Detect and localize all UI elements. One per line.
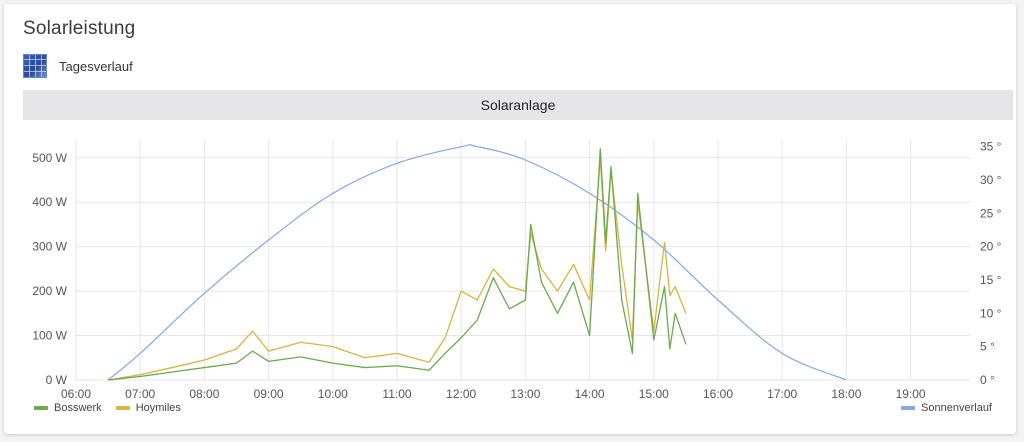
y-right-tick-label: 0 ° (980, 373, 995, 387)
legend-swatch (34, 406, 48, 410)
card-subtitle-row: Tagesverlauf (23, 52, 133, 80)
series-line-sonnenverlauf (107, 144, 847, 381)
y-left-tick-label: 500 W (32, 151, 67, 165)
x-tick-label: 08:00 (189, 387, 219, 401)
y-left-tick-label: 100 W (32, 329, 67, 343)
x-tick-label: 10:00 (318, 387, 348, 401)
legend-swatch (115, 406, 130, 410)
chart-series (107, 144, 847, 381)
y-left-tick-label: 300 W (32, 240, 67, 254)
legend-right: Sonnenverlauf (901, 402, 1006, 414)
legend-label: Hoymiles (135, 402, 181, 414)
solar-power-card: Solarleistung Tagesverlauf Solaranlage (4, 4, 1016, 434)
card-subtitle: Tagesverlauf (59, 58, 133, 74)
legend-swatch (901, 406, 916, 410)
legend-left: Bosswerk Hoymiles (34, 402, 195, 414)
chart-axes: 06:00 07:00 08:00 09:00 10:00 11:00 12:00 13:00… (32, 140, 1001, 401)
x-tick-label: 13:00 (510, 387, 540, 401)
x-tick-label: 17:00 (767, 387, 797, 401)
section-header: Solaranlage (23, 90, 1013, 120)
legend-item-sonnenverlauf[interactable]: Sonnenverlauf (901, 402, 992, 414)
y-right-tick-label: 30 ° (980, 173, 1002, 187)
y-right-tick-label: 20 ° (980, 240, 1002, 254)
y-right-tick-label: 10 ° (980, 306, 1002, 320)
y-right-tick-label: 15 ° (980, 273, 1002, 287)
legend-label: Sonnenverlauf (921, 402, 992, 414)
x-tick-label: 16:00 (703, 387, 733, 401)
y-left-tick-label: 200 W (32, 284, 67, 298)
x-tick-label: 15:00 (639, 387, 669, 401)
x-tick-label: 07:00 (125, 387, 155, 401)
x-tick-label: 14:00 (575, 387, 605, 401)
x-tick-label: 18:00 (831, 387, 861, 401)
section-label: Solaranlage (480, 97, 556, 113)
x-tick-label: 09:00 (254, 387, 284, 401)
x-tick-label: 06:00 (61, 387, 91, 401)
y-left-tick-label: 400 W (32, 195, 67, 209)
x-tick-label: 11:00 (382, 387, 411, 401)
x-tick-label: 12:00 (446, 387, 476, 401)
y-right-tick-label: 35 ° (980, 140, 1002, 154)
chart-grid (75, 140, 970, 381)
solar-panel-icon (23, 54, 47, 78)
legend-label: Bosswerk (54, 402, 102, 414)
y-right-tick-label: 5 ° (980, 340, 995, 354)
x-tick-label: 19:00 (896, 387, 926, 401)
y-right-tick-label: 25 ° (980, 206, 1002, 220)
card-title: Solarleistung (23, 18, 136, 39)
legend-item-hoymiles[interactable]: Hoymiles (115, 402, 181, 414)
series-line-bosswerk (108, 148, 687, 381)
y-left-tick-label: 0 W (46, 373, 68, 387)
legend-item-bosswerk[interactable]: Bosswerk (34, 402, 102, 414)
